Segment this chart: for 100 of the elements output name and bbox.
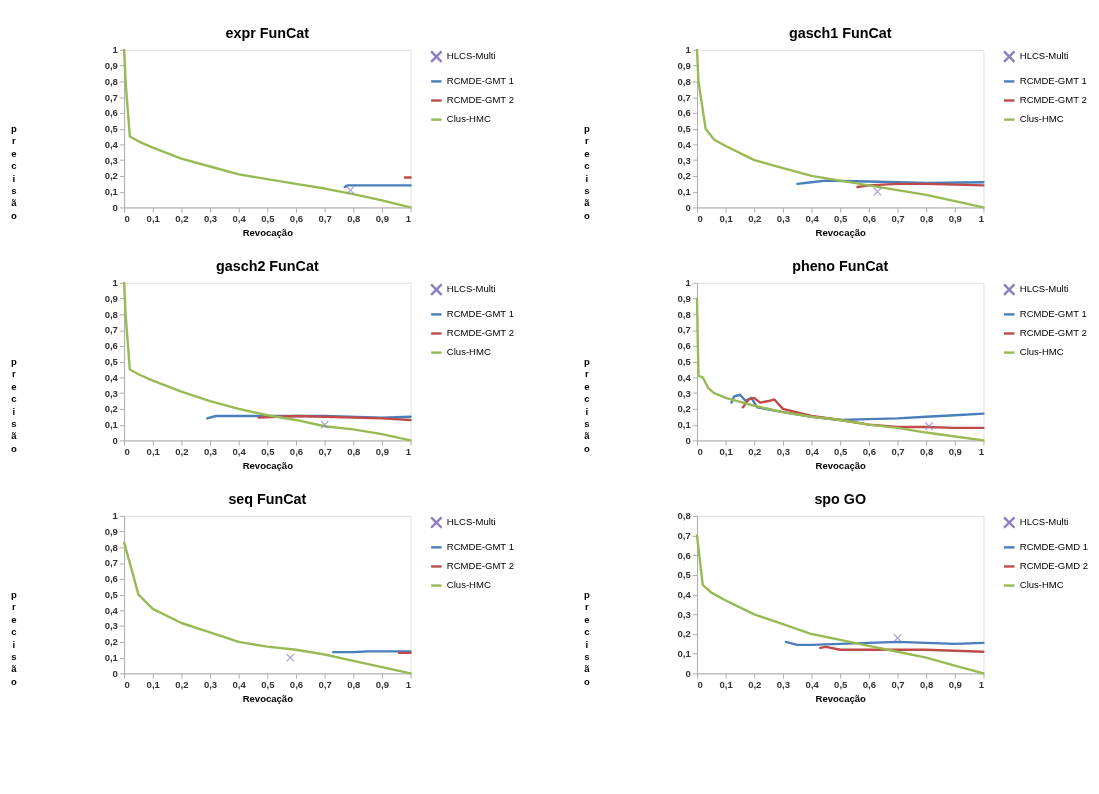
legend-label: HLCS-Multi	[1019, 50, 1069, 62]
legend-label: RCMDE-GMT 2	[446, 327, 514, 339]
legend-label: HLCS-Multi	[1019, 516, 1069, 528]
y-tick-label: 0	[112, 667, 118, 679]
y-tick-label: 0,7	[104, 91, 118, 103]
x-tick-label: 0,7	[891, 446, 905, 458]
x-tick-label: 0,4	[232, 679, 247, 691]
x-tick-label: 0,7	[318, 446, 332, 458]
x-tick-label: 0,1	[146, 213, 161, 225]
chart-title: gasch2 FunCat	[216, 258, 319, 275]
x-tick-label: 0,5	[261, 446, 276, 458]
legend-label: Clus-HMC	[446, 579, 491, 591]
legend-label: RCMDE-GMT 2	[446, 560, 514, 572]
x-tick-label: 0,7	[891, 213, 905, 225]
x-tick-label: 0,8	[920, 213, 934, 225]
x-tick-label: 0,3	[776, 679, 791, 691]
y-tick-label: 0,4	[104, 138, 119, 150]
x-tick-label: 0,3	[203, 446, 218, 458]
y-tick-label: 0,5	[104, 588, 119, 600]
legend-label: Clus-HMC	[446, 113, 491, 125]
legend-label: Clus-HMC	[1019, 579, 1064, 591]
y-tick-label: 0,9	[104, 60, 118, 72]
y-tick-label: 0,8	[677, 75, 691, 87]
y-tick-label: 0,9	[104, 292, 118, 304]
y-tick-label: 0,3	[104, 154, 118, 166]
y-tick-label: 0,2	[104, 170, 118, 182]
y-tick-label: 0,4	[677, 588, 692, 600]
x-tick-label: 0,5	[261, 213, 276, 225]
y-tick-label: 0,4	[677, 138, 692, 150]
chart-title: gasch1 FunCat	[788, 25, 892, 42]
x-tick-label: 0,1	[146, 446, 161, 458]
y-tick-label: 0,7	[677, 324, 691, 336]
y-tick-label: 1	[112, 44, 119, 56]
y-tick-label: 0	[685, 201, 691, 213]
x-tick-label: 0,1	[719, 446, 734, 458]
x-tick-label: 1	[978, 679, 985, 691]
y-tick-label: 0,4	[104, 371, 119, 383]
x-tick-label: 0,4	[232, 213, 247, 225]
legend-label: RCMDE-GMT 1	[1019, 75, 1087, 87]
x-tick-label: 0,4	[805, 446, 820, 458]
y-tick-label: 0,2	[104, 403, 118, 415]
legend-label: RCMDE-GMT 1	[1019, 308, 1087, 320]
x-tick-label: 0,7	[318, 679, 332, 691]
x-tick-label: 0,2	[175, 679, 189, 691]
x-tick-label: 0,8	[920, 679, 934, 691]
x-tick-label: 0,6	[289, 213, 304, 225]
x-tick-label: 0	[697, 446, 703, 458]
y-tick-label: 0,3	[677, 608, 691, 620]
x-axis-title: Revocação	[815, 226, 867, 238]
y-tick-label: 0,5	[677, 356, 692, 367]
x-tick-label: 1	[978, 213, 985, 225]
x-tick-label: 0,9	[375, 679, 390, 691]
y-tick-label: 0,6	[677, 340, 691, 352]
y-tick-label: 0,6	[677, 549, 691, 561]
legend-label: RCMDE-GMT 1	[446, 308, 514, 320]
legend-label: RCMDE-GMT 2	[1019, 94, 1087, 106]
x-tick-label: 0,8	[347, 679, 361, 691]
x-tick-label: 0,4	[805, 679, 820, 691]
y-tick-label: 0	[685, 434, 691, 446]
y-tick-label: 0,6	[104, 107, 118, 119]
y-tick-label: 0,8	[677, 510, 691, 522]
x-tick-label: 0,3	[203, 679, 218, 691]
legend-label: HLCS-Multi	[446, 50, 496, 62]
y-axis-title: precisão	[11, 588, 18, 687]
y-tick-label: 0,1	[104, 186, 119, 198]
legend-label: RCMDE-GMT 2	[1019, 327, 1087, 339]
x-tick-label: 0,5	[834, 679, 849, 691]
x-tick-label: 1	[978, 446, 985, 458]
y-tick-label: 0,2	[104, 636, 118, 648]
legend-label: HLCS-Multi	[446, 516, 496, 528]
y-tick-label: 0,7	[104, 324, 118, 336]
chart-title: spo GO	[814, 491, 867, 508]
x-tick-label: 1	[405, 679, 412, 691]
y-tick-label: 0,2	[677, 628, 691, 640]
y-tick-label: 0,2	[677, 403, 691, 415]
x-tick-label: 0,6	[862, 213, 876, 225]
y-tick-label: 0,8	[104, 541, 118, 553]
y-tick-label: 0,1	[677, 186, 692, 198]
x-axis-title: Revocação	[815, 459, 867, 471]
y-tick-label: 0,3	[104, 620, 118, 632]
x-tick-label: 0,2	[748, 213, 762, 225]
x-tick-label: 0,6	[289, 679, 304, 691]
x-tick-label: 0,2	[175, 446, 189, 458]
chart-title: pheno FunCat	[792, 258, 889, 275]
x-tick-label: 0,6	[289, 446, 304, 458]
x-tick-label: 0,1	[719, 213, 734, 225]
y-tick-label: 0,8	[677, 308, 691, 320]
x-tick-label: 1	[405, 446, 412, 458]
y-axis-title: precisão	[583, 588, 591, 687]
x-tick-label: 0,4	[232, 446, 247, 458]
x-tick-label: 0,3	[776, 213, 791, 225]
x-tick-label: 0,9	[948, 213, 962, 225]
x-tick-label: 0,2	[175, 213, 189, 225]
y-tick-label: 0,9	[677, 60, 691, 72]
x-axis-title: Revocação	[242, 459, 294, 471]
legend-label: Clus-HMC	[446, 346, 491, 358]
chart-title: expr FunCat	[225, 25, 310, 42]
y-tick-label: 0,8	[104, 308, 118, 320]
y-tick-label: 0,5	[677, 569, 692, 581]
y-tick-label: 0,2	[677, 170, 691, 182]
